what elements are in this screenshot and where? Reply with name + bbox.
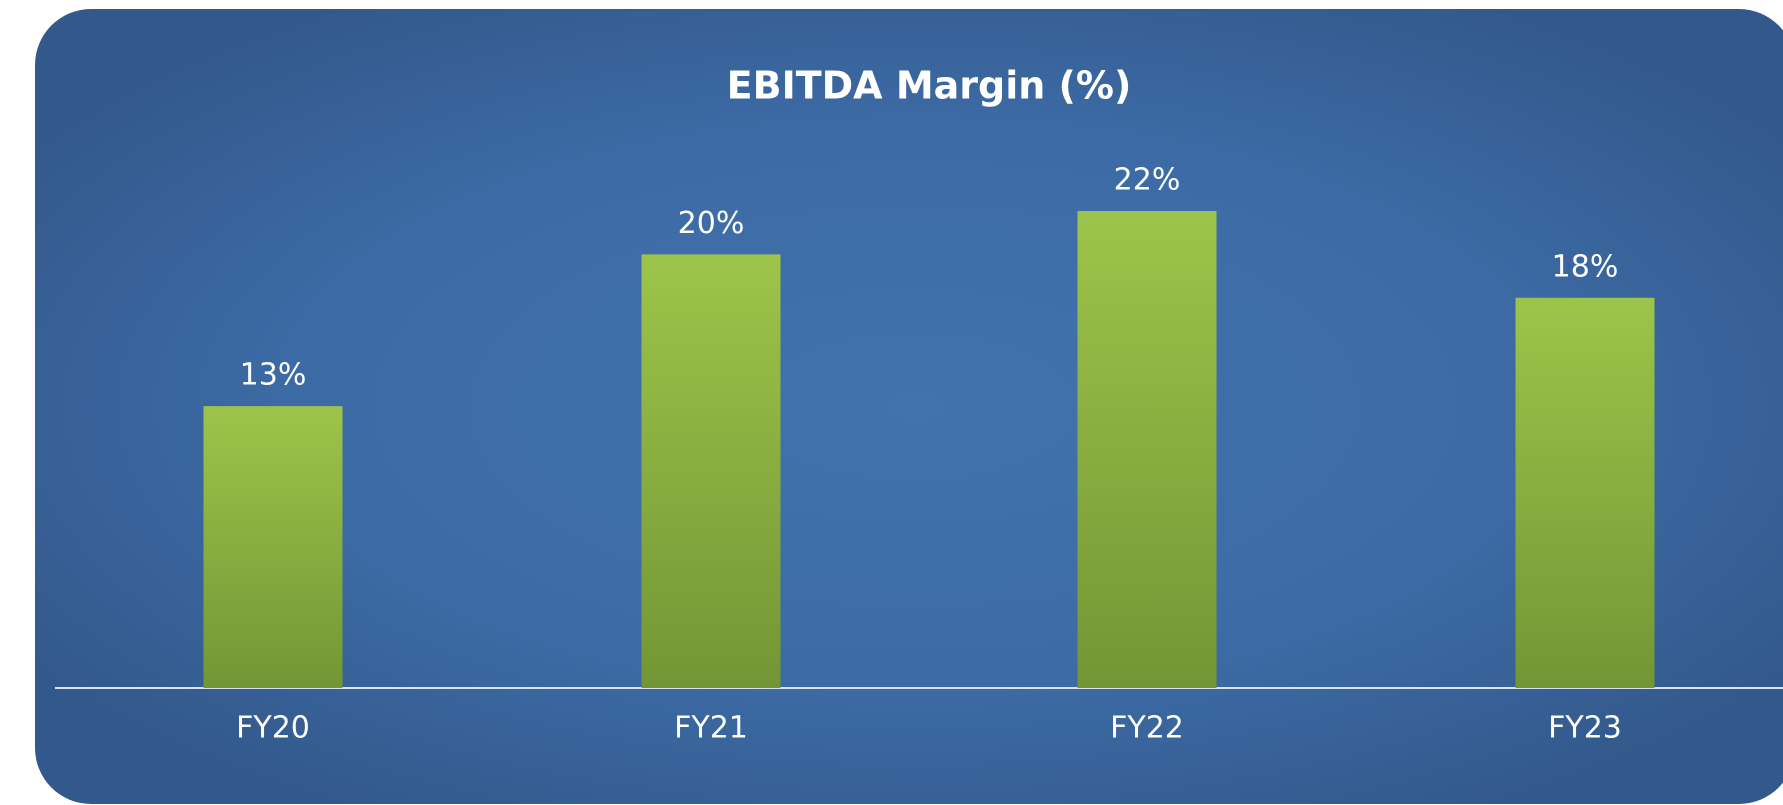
data-label: 20%: [678, 206, 745, 241]
x-tick-label: FY21: [674, 711, 748, 746]
x-tick-label: FY20: [236, 711, 310, 746]
data-label: 22%: [1114, 163, 1181, 198]
x-tick-label: FY23: [1548, 711, 1622, 746]
bar: [203, 406, 343, 688]
bar: [1077, 211, 1217, 689]
bar: [1515, 297, 1655, 688]
data-label: 13%: [240, 358, 307, 393]
card: [35, 9, 1783, 804]
bar: [641, 254, 781, 688]
x-tick-label: FY22: [1110, 711, 1184, 746]
data-label: 18%: [1552, 249, 1619, 284]
chart-title: EBITDA Margin (%): [727, 64, 1132, 108]
